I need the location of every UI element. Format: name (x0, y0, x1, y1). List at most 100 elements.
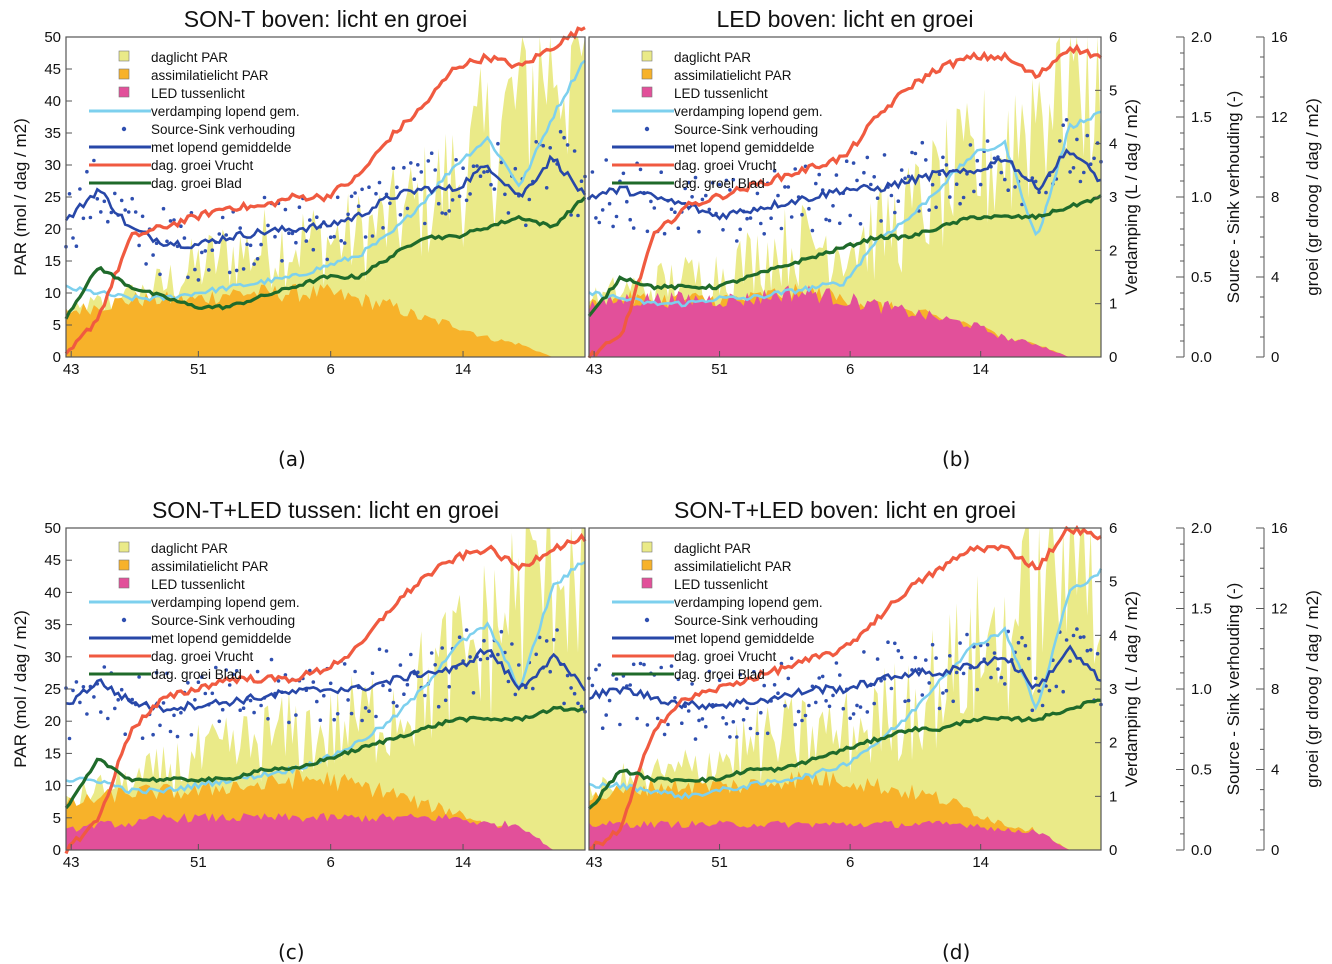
sourcesink-dot (1085, 133, 1090, 138)
legend-label: verdamping lopend gem. (151, 595, 300, 610)
sourcesink-dot (92, 158, 96, 163)
sourcesink-dot (855, 178, 859, 183)
sourcesink-dot (680, 721, 684, 725)
sourcesink-dot (259, 242, 263, 247)
sourcesink-dot (838, 221, 842, 226)
y-tick-label: 15 (44, 745, 61, 762)
x-tick-label: 14 (455, 361, 472, 378)
sourcesink-dot (1082, 170, 1086, 175)
y-tick-label: 45 (44, 61, 61, 78)
sourcesink-dot (308, 218, 312, 222)
legend-swatch (118, 541, 130, 553)
sourcesink-dot (1088, 162, 1093, 166)
sourcesink-dot (349, 194, 354, 199)
groei-tick-label: 8 (1271, 189, 1279, 206)
sourcesink-dot (954, 670, 959, 675)
sourcesink-dot (287, 231, 291, 235)
sourcesink-dot (294, 713, 298, 717)
sourcesink-dot (697, 229, 701, 234)
vrucht-line (64, 26, 586, 355)
vrucht-line (588, 525, 1102, 851)
sourcesink-dot (196, 680, 201, 684)
sourcesink-dot (241, 706, 246, 710)
sourcesink-dot (927, 681, 931, 685)
sourcesink-dot (600, 726, 605, 730)
sourcesink-dot (537, 635, 542, 640)
ss-axis-label: Source - Sink verhouding (-) (1224, 583, 1243, 796)
sourcesink-dot (614, 677, 619, 681)
sourcesink-dot (123, 208, 127, 212)
sourcesink-dot (133, 210, 138, 214)
sourcesink-dot (551, 637, 556, 642)
legend-label: daglicht PAR (151, 50, 228, 65)
sourcesink-dot (724, 722, 729, 726)
sourcesink-dot (193, 267, 197, 272)
sourcesink-dot (158, 723, 162, 728)
sourcesink-dot (433, 663, 438, 667)
sourcesink-dot (1040, 703, 1045, 708)
sourcesink-dot (748, 726, 753, 731)
sourcesink-dot (704, 193, 708, 198)
sourcesink-dot (106, 219, 110, 224)
sourcesink-dot (985, 139, 990, 143)
sourcesink-dot (158, 272, 162, 277)
sourcesink-dot (405, 206, 410, 211)
sourcesink-dot (423, 693, 427, 698)
sourcesink-dot (607, 201, 612, 206)
sourcesink-dot (659, 170, 663, 174)
sourcesink-dot (673, 210, 677, 214)
sourcesink-dot (332, 717, 337, 722)
sourcesink-dot (558, 129, 563, 134)
sourcesink-dot (116, 698, 120, 702)
verdamping-line (588, 568, 1103, 800)
sourcesink-dot (468, 655, 472, 659)
legend-label: assimilatielicht PAR (674, 559, 792, 574)
verdamping-tick-label: 4 (1109, 136, 1117, 153)
sourcesink-dot (903, 176, 907, 181)
sourcesink-dot (683, 186, 687, 191)
sourcesink-dot (693, 737, 698, 741)
sourcesink-dot (1071, 166, 1076, 170)
sourcesink-dot (717, 678, 722, 683)
sourcesink-dot (395, 185, 399, 190)
sourcesink-dot (879, 678, 883, 683)
sourcesink-dot (468, 192, 472, 196)
verdamping-tick-label: 2 (1109, 242, 1117, 259)
sourcesink-dot (831, 693, 835, 698)
sourcesink-dot (625, 199, 629, 204)
sourcesink-dot (745, 216, 749, 221)
x-tick-label: 14 (972, 361, 989, 378)
sourcesink-dot (803, 713, 808, 718)
sourcesink-dot (353, 191, 357, 195)
sourcesink-dot (659, 665, 663, 670)
sourcesink-dot (186, 275, 190, 280)
led-area (66, 813, 585, 850)
sourcesink-dot (848, 716, 852, 721)
sourcesink-dot (482, 170, 486, 174)
sourcesink-dot (234, 268, 239, 273)
sourcesink-dot (1030, 708, 1035, 713)
sourcesink-dot (752, 670, 756, 674)
sourcesink-dot (572, 149, 577, 153)
sourcesink-dot (944, 163, 949, 167)
verdamping-line (65, 59, 586, 302)
sourcesink-dot (924, 158, 928, 162)
sourcesink-dot (1003, 682, 1007, 686)
sourcesink-dot (346, 212, 350, 217)
caption-b: (b) (942, 447, 971, 471)
sourcesink-dot (793, 722, 797, 727)
sourcesink-dot (443, 211, 448, 216)
sourcesink-dot (478, 657, 483, 662)
sourcesink-dot (1064, 638, 1069, 642)
legend-label: verdamping lopend gem. (151, 104, 300, 119)
legend-swatch (118, 577, 130, 589)
legend-label: dag. groei Vrucht (674, 158, 777, 173)
sourcesink-dot (377, 180, 382, 185)
sourcesink-dot (776, 691, 780, 695)
groei-tick-label: 8 (1271, 681, 1279, 698)
daglicht-area (66, 37, 585, 357)
sourcesink-dot (686, 180, 691, 185)
sourcesink-dot (772, 683, 777, 687)
sourcesink-dot (604, 158, 608, 162)
